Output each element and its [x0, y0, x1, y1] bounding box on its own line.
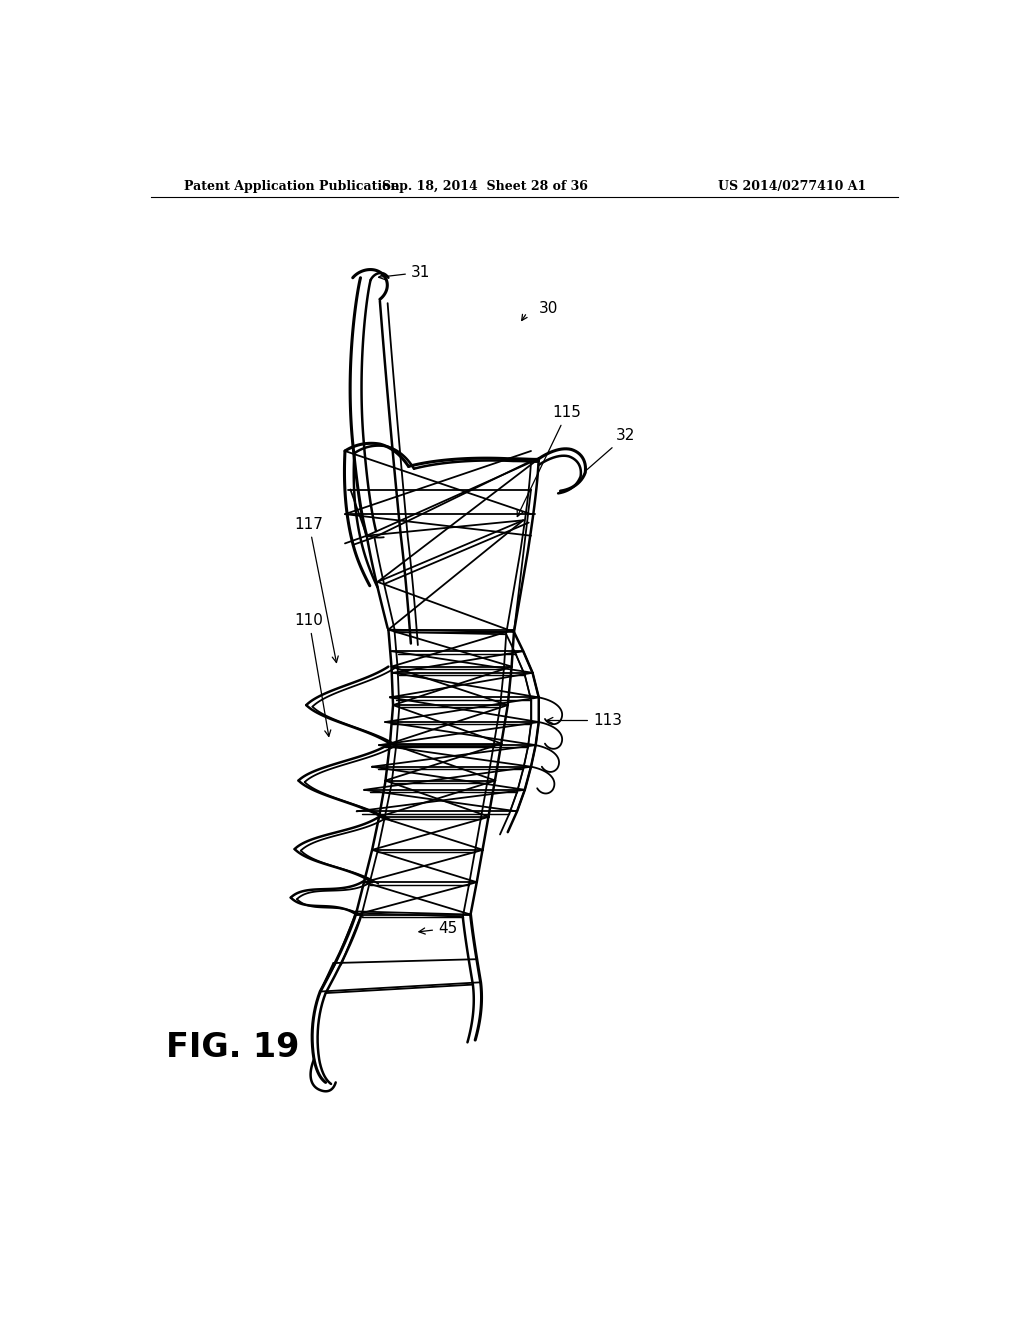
Text: 110: 110 — [295, 612, 331, 737]
Text: 31: 31 — [379, 265, 430, 280]
Text: 115: 115 — [517, 405, 582, 516]
Text: FIG. 19: FIG. 19 — [166, 1031, 299, 1064]
Text: 117: 117 — [295, 516, 338, 663]
Text: 113: 113 — [547, 713, 622, 729]
Text: 45: 45 — [419, 921, 458, 936]
Text: 32: 32 — [586, 428, 636, 471]
Text: Sep. 18, 2014  Sheet 28 of 36: Sep. 18, 2014 Sheet 28 of 36 — [382, 181, 588, 194]
Text: 30: 30 — [539, 301, 558, 315]
Text: Patent Application Publication: Patent Application Publication — [183, 181, 399, 194]
Text: US 2014/0277410 A1: US 2014/0277410 A1 — [718, 181, 866, 194]
